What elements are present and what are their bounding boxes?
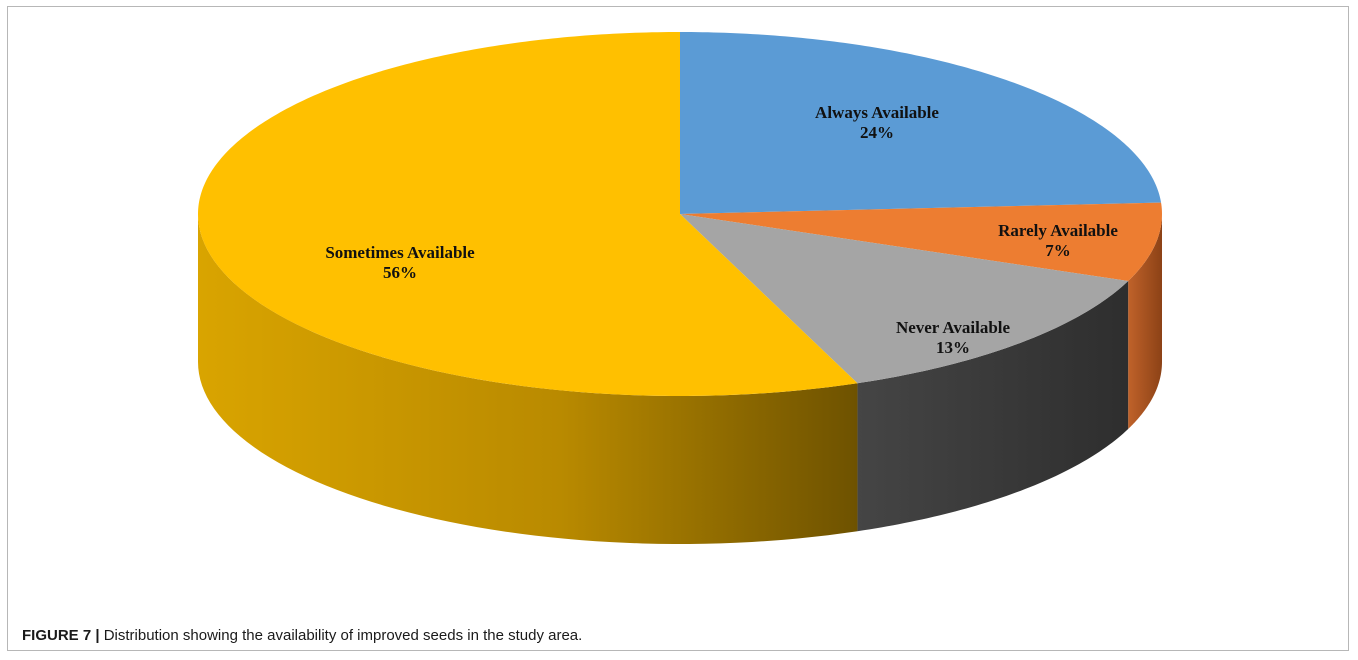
slice-percent-label: 24% — [860, 123, 894, 142]
slice-label: Sometimes Available — [325, 243, 475, 262]
side-wall-never-available — [857, 281, 1129, 532]
figure-caption: FIGURE 7 | Distribution showing the avai… — [22, 627, 582, 644]
slice-rarely-available — [680, 202, 1162, 281]
slice-percent-label: 13% — [936, 338, 970, 357]
pie-side-walls — [198, 214, 1162, 544]
side-wall-rarely-available — [1128, 214, 1162, 429]
slice-label: Always Available — [815, 103, 939, 122]
caption-text: Distribution showing the availability of… — [99, 627, 583, 644]
side-wall-sometimes-available — [198, 214, 858, 544]
caption-label: FIGURE 7 | — [22, 627, 100, 644]
slice-label: Rarely Available — [998, 221, 1118, 240]
slice-percent-label: 56% — [383, 263, 417, 282]
pie-top-slices — [198, 32, 1162, 396]
slice-always-available — [680, 32, 1162, 214]
slice-percent-label: 7% — [1045, 241, 1071, 260]
slice-label: Never Available — [896, 318, 1011, 337]
slice-never-available — [680, 214, 1129, 384]
slice-sometimes-available — [198, 32, 858, 396]
